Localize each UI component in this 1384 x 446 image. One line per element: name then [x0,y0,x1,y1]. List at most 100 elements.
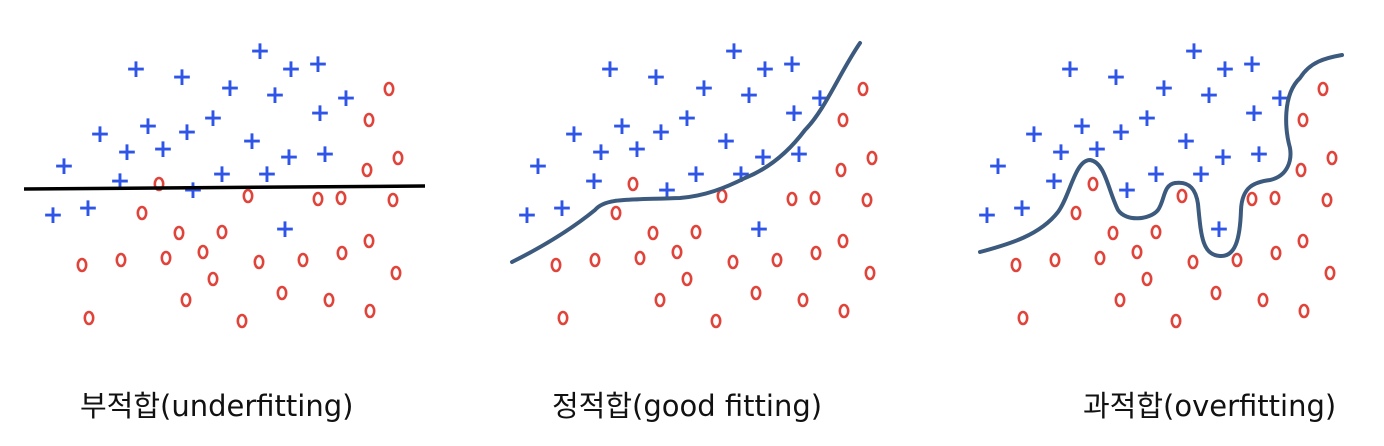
overfit-plus-marker: + [1249,139,1270,168]
goodfit-circle-marker [864,265,876,281]
goodfit-plus-marker: + [749,214,770,243]
underfit-plus-marker: + [172,62,193,91]
overfit-circle-marker [1049,252,1061,268]
goodfit-circle-marker [786,191,798,207]
overfit-plus-marker: + [1213,142,1234,171]
overfit-circle-marker [1297,233,1309,249]
overfit-plus-marker: + [1154,73,1175,102]
goodfit-circle-marker [589,252,601,268]
underfit-plus-marker: + [310,98,331,127]
overfit-circle-marker [1150,224,1162,240]
underfit-plus-marker: + [203,103,224,132]
overfit-circle-marker [1176,188,1188,204]
goodfit-circle-marker [681,271,693,287]
goodfit-circle-marker [627,176,639,192]
underfit-circle-marker [242,188,254,204]
overfit-circle-marker [1170,313,1182,329]
underfit-circle-marker [173,225,185,241]
overfit-circle-marker [1094,250,1106,266]
underfit-plus-marker: + [275,214,296,243]
overfitting-panel: + +++ ++ + +++ + + ++ + ++ +++ ++ ++ ++ [977,36,1344,329]
overfit-circle-marker [1269,190,1281,206]
overfit-plus-marker: + [1044,166,1065,195]
underfit-circle-marker [383,81,395,97]
goodfit-plus-marker: + [755,54,776,83]
goodfit-circle-marker [838,303,850,319]
overfit-plus-marker: + [1117,175,1138,204]
underfit-circle-marker [390,265,402,281]
underfit-circle-marker [297,252,309,268]
goodfit-plus-marker: + [651,117,672,146]
underfitting-caption: 부적합(underfitting) [80,389,354,423]
overfit-circle-marker [1087,176,1099,192]
goodfit-circle-marker [866,150,878,166]
underfit-circle-marker [76,257,88,273]
goodfit-circle-marker [557,310,569,326]
goodfit-circle-marker [837,233,849,249]
underfit-plus-marker: + [183,175,204,204]
underfit-plus-marker: + [78,193,99,222]
goodfit-plus-marker: + [716,126,737,155]
underfit-plus-marker: + [126,54,147,83]
overfit-circle-marker [1324,265,1336,281]
underfit-circle-marker [387,192,399,208]
overfit-circle-marker [1210,285,1222,301]
goodfit-circle-marker [647,225,659,241]
goodfit-plus-marker: + [627,134,648,163]
goodfit-circle-marker [690,224,702,240]
goodfit-circle-marker [610,205,622,221]
underfit-plus-marker: + [220,73,241,102]
goodfit-circle-marker [837,112,849,128]
underfit-plus-marker: + [265,80,286,109]
overfit-plus-marker: + [1199,80,1220,109]
underfit-plus-marker: + [54,151,75,180]
goodfit-circle-marker [727,254,739,270]
underfit-plus-marker: + [257,159,278,188]
goodfit-plus-marker: + [646,62,667,91]
goodfit-circle-marker [750,285,762,301]
goodfit-plus-marker: + [552,193,573,222]
goodfit-circle-marker [550,257,562,273]
overfit-circle-marker [1321,192,1333,208]
goodfit-plus-marker: + [694,73,715,102]
goodfit-circle-marker [809,190,821,206]
underfit-circle-marker [115,252,127,268]
goodfit-circle-marker [634,250,646,266]
overfit-plus-marker: + [1146,159,1167,188]
overfit-circle-marker [1070,205,1082,221]
goodfit-plus-marker: + [677,103,698,132]
underfit-circle-marker [136,205,148,221]
goodfit-circle-marker [654,292,666,308]
underfit-circle-marker [335,190,347,206]
overfit-plus-marker: + [977,200,998,229]
goodfit-plus-marker: + [564,119,585,148]
overfit-plus-marker: + [1051,137,1072,166]
goodfit-circle-marker [861,192,873,208]
underfit-circle-marker [160,250,172,266]
underfit-plus-marker: + [212,159,233,188]
overfit-circle-marker [1295,162,1307,178]
underfit-circle-marker [253,254,265,270]
overfit-plus-marker: + [1012,193,1033,222]
goodfit-plus-marker: + [600,54,621,83]
overfit-circle-marker [1298,303,1310,319]
overfit-plus-marker: + [1087,134,1108,163]
underfit-plus-marker: + [177,117,198,146]
goodfit-circle-marker [771,252,783,268]
underfit-plus-marker: + [336,83,357,112]
overfit-plus-marker: + [1209,214,1230,243]
overfit-plus-marker: + [1024,119,1045,148]
overfit-circle-marker [1131,244,1143,260]
underfit-plus-marker: + [43,200,64,229]
overfit-circle-marker [1114,292,1126,308]
overfit-circle-marker [1187,254,1199,270]
underfit-circle-marker [392,150,404,166]
overfit-circle-marker [1107,225,1119,241]
underfit-circle-marker [363,233,375,249]
underfit-plus-marker: + [242,126,263,155]
overfit-circle-marker [1257,292,1269,308]
overfit-circle-marker [1010,257,1022,273]
goodfit-circle-marker [857,81,869,97]
overfit-plus-marker: + [1191,159,1212,188]
overfitting-caption: 과적합(overfitting) [1083,389,1337,423]
